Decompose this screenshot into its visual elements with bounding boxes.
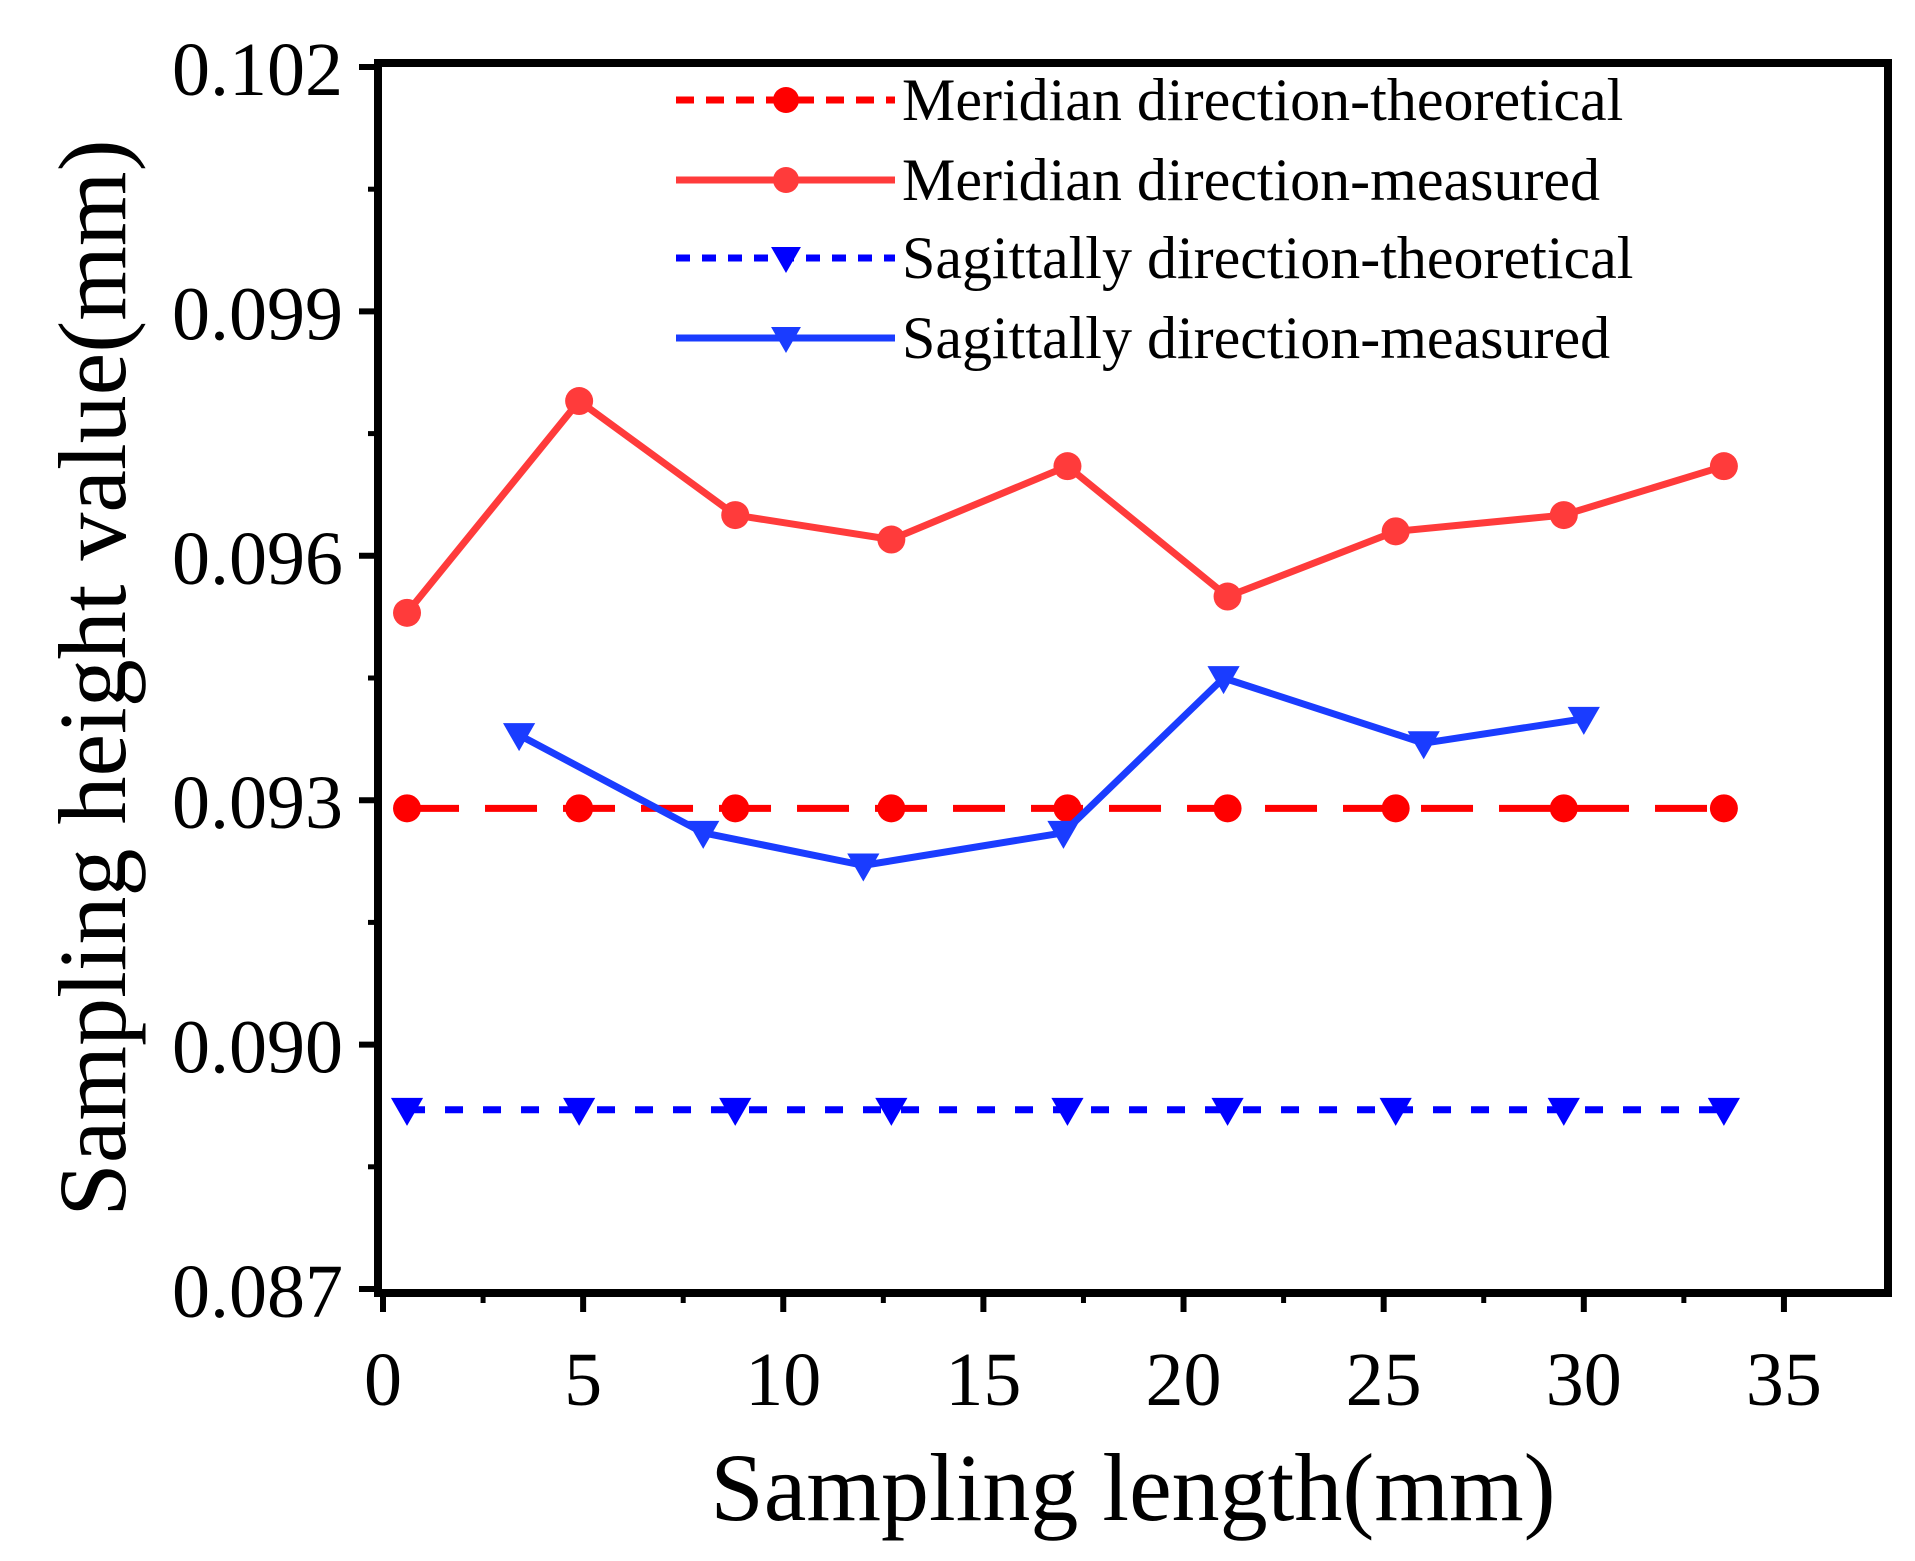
- series-2-marker: [393, 598, 422, 627]
- y-tick-label: 0.090: [172, 1006, 343, 1090]
- series-4-marker: [1207, 666, 1240, 695]
- x-tick-label: 25: [1346, 1338, 1422, 1422]
- series-3-marker: [719, 1097, 752, 1126]
- series-2-marker: [1053, 452, 1082, 481]
- x-axis: 0 5 10 15 20 25 30 35: [364, 1293, 1822, 1422]
- series-1-marker: [1549, 794, 1578, 823]
- legend-label-1: Meridian direction-theoretical: [902, 67, 1623, 133]
- y-tick-label: 0.087: [172, 1250, 343, 1334]
- y-tick-label: 0.093: [172, 761, 343, 845]
- x-axis-title: Sampling length(mm): [710, 1434, 1555, 1541]
- series-2-marker: [721, 501, 750, 530]
- y-tick-label: 0.096: [172, 517, 343, 601]
- series-3-marker: [1051, 1097, 1084, 1126]
- y-tick-label: 0.102: [172, 28, 343, 112]
- series-2-marker: [1381, 517, 1410, 546]
- series-3-marker: [390, 1097, 424, 1126]
- series-layer: [390, 387, 1740, 1126]
- series-3-marker: [1379, 1097, 1412, 1126]
- legend-marker-1: [773, 87, 799, 113]
- x-tick-label: 5: [564, 1338, 602, 1422]
- y-tick-label: 0.099: [172, 272, 343, 356]
- series-3-marker: [1707, 1097, 1740, 1126]
- series-2-marker: [1213, 582, 1242, 611]
- series-3-marker: [563, 1097, 596, 1126]
- legend-marker-4: [771, 326, 801, 353]
- x-tick-label: 10: [745, 1338, 821, 1422]
- series-1-marker: [877, 794, 906, 823]
- series-3-marker: [1211, 1097, 1244, 1126]
- series-1-marker: [1381, 794, 1410, 823]
- series-1-marker: [565, 794, 594, 823]
- series-3-marker: [875, 1097, 908, 1126]
- series-1-marker: [393, 794, 422, 823]
- series-2-marker: [1549, 501, 1578, 530]
- series-1-marker: [1213, 794, 1242, 823]
- series-2-marker: [877, 525, 906, 554]
- series-1-marker: [1053, 794, 1082, 823]
- series-2-marker: [565, 387, 594, 416]
- x-tick-label: 15: [945, 1338, 1021, 1422]
- series-1-marker: [1709, 794, 1738, 823]
- series-1-marker: [721, 794, 750, 823]
- legend-label-3: Sagittally direction-theoretical: [902, 225, 1633, 291]
- legend-marker-2: [773, 167, 799, 193]
- series-4-marker: [1047, 820, 1080, 849]
- series-4-marker: [687, 820, 720, 849]
- series-4-marker: [1567, 706, 1600, 735]
- legend-label-2: Meridian direction-measured: [902, 147, 1600, 213]
- x-tick-label: 30: [1546, 1338, 1622, 1422]
- legend-marker-3: [771, 246, 801, 273]
- y-axis-title: Sampling height value(mm): [39, 139, 146, 1216]
- x-tick-label: 0: [364, 1338, 402, 1422]
- series-3-marker: [1547, 1097, 1580, 1126]
- x-tick-label: 20: [1146, 1338, 1222, 1422]
- series-2-marker: [1709, 452, 1738, 481]
- series-4-marker: [502, 723, 536, 752]
- series-4-marker: [1407, 731, 1440, 760]
- legend: Meridian direction-theoretical Meridian d…: [676, 67, 1633, 371]
- y-axis: 0.087 0.090 0.093 0.096 0.099 0.102: [172, 28, 378, 1334]
- x-tick-label: 35: [1746, 1338, 1822, 1422]
- legend-label-4: Sagittally direction-measured: [902, 305, 1610, 371]
- series-4-marker: [847, 853, 880, 882]
